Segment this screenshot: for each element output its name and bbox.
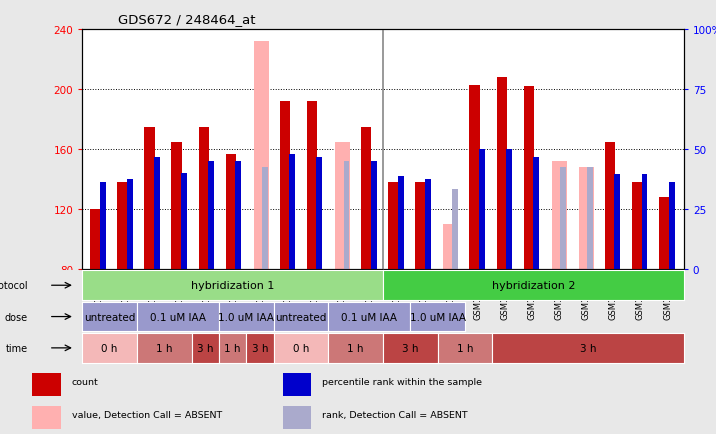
Bar [307,102,317,269]
Bar [316,157,322,269]
Text: protocol: protocol [0,281,27,290]
Bar [335,142,350,269]
Bar [117,183,127,269]
Text: 1.0 uM IAA: 1.0 uM IAA [218,312,274,322]
Text: 1 h: 1 h [457,343,473,353]
Bar [154,157,160,269]
Text: value, Detection Call = ABSENT: value, Detection Call = ABSENT [72,410,222,419]
Text: time: time [6,343,27,353]
Text: 1 h: 1 h [156,343,173,353]
Bar [397,177,404,269]
Bar [145,127,155,269]
Text: count: count [72,377,98,386]
Bar [523,87,534,269]
Text: 1.0 uM IAA: 1.0 uM IAA [410,312,465,322]
Bar [479,150,485,269]
Bar [443,224,458,269]
Bar [452,190,458,269]
Bar [415,183,425,269]
Bar [425,180,431,269]
Bar [90,209,100,269]
Text: 1 h: 1 h [347,343,364,353]
Text: 3 h: 3 h [197,343,213,353]
Bar [669,183,674,269]
Bar [181,174,187,269]
Bar [614,175,620,269]
Bar [361,127,372,269]
Text: rank, Detection Call = ABSENT: rank, Detection Call = ABSENT [322,410,468,419]
Bar [497,78,507,269]
Bar [506,150,512,269]
Bar [100,183,106,269]
Text: dose: dose [4,312,27,322]
Bar [208,161,214,269]
Bar [371,161,377,269]
Bar [253,42,268,269]
Text: 0 h: 0 h [293,343,309,353]
Text: 0 h: 0 h [102,343,118,353]
Bar [632,183,642,269]
Text: untreated: untreated [276,312,326,322]
Bar [198,127,209,269]
Text: 3 h: 3 h [252,343,268,353]
Bar [344,161,349,269]
Bar [226,154,236,269]
Bar [235,161,241,269]
Text: untreated: untreated [84,312,135,322]
Bar [579,168,594,269]
Bar [587,168,594,269]
Bar [171,142,182,269]
Bar [659,197,669,269]
Bar [552,161,566,269]
Bar [127,180,132,269]
Bar [280,102,290,269]
Bar [560,168,566,269]
Bar [388,183,399,269]
Bar [289,154,295,269]
Text: 1 h: 1 h [224,343,241,353]
Bar [642,175,647,269]
Text: 3 h: 3 h [580,343,596,353]
Bar [533,157,539,269]
Bar [262,168,268,269]
Text: 0.1 uM IAA: 0.1 uM IAA [150,312,206,322]
Text: 0.1 uM IAA: 0.1 uM IAA [342,312,397,322]
Bar [605,142,615,269]
Bar [283,373,311,396]
Text: GDS672 / 248464_at: GDS672 / 248464_at [118,13,256,26]
Text: hybridization 1: hybridization 1 [191,281,274,290]
Text: 3 h: 3 h [402,343,419,353]
Bar [470,85,480,269]
Bar [32,373,61,396]
Bar [32,406,61,429]
Text: hybridization 2: hybridization 2 [492,281,575,290]
Text: percentile rank within the sample: percentile rank within the sample [322,377,482,386]
Bar [283,406,311,429]
